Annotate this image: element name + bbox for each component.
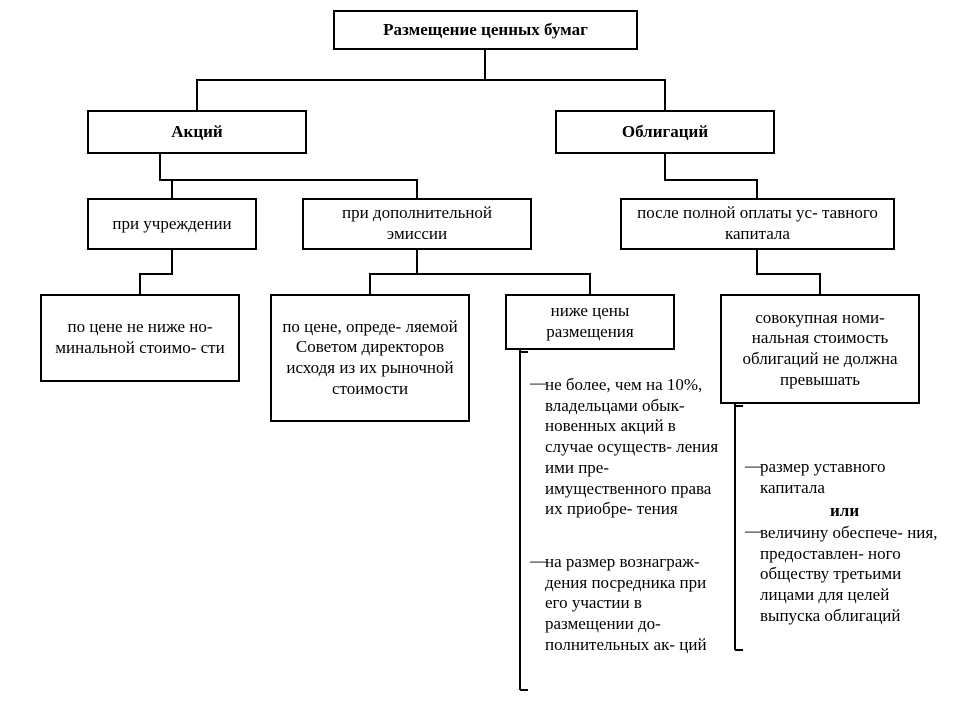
- text-aggnom-item-2-label: величину обеспече- ния, предоставлен- но…: [760, 523, 937, 625]
- node-below: ниже цены размещения: [505, 294, 675, 350]
- node-nominal: по цене не ниже но- минальной стоимо- ст…: [40, 294, 240, 382]
- node-bonds-label: Облигаций: [622, 122, 708, 143]
- node-shares: Акций: [87, 110, 307, 154]
- dash-icon: —: [530, 551, 547, 571]
- text-aggnom-item-2: величину обеспече- ния, предоставлен- но…: [760, 523, 940, 627]
- node-below-label: ниже цены размещения: [517, 301, 663, 342]
- node-shares-label: Акций: [171, 122, 222, 143]
- dash-icon: —: [745, 456, 762, 476]
- node-addemit-label: при дополнительной эмиссии: [314, 203, 520, 244]
- node-council-label: по цене, опреде- ляемой Советом директор…: [282, 317, 458, 400]
- node-addemit: при дополнительной эмиссии: [302, 198, 532, 250]
- text-below-item-1-label: не более, чем на 10%, владельцами обык- …: [545, 375, 718, 518]
- dash-icon: —: [530, 373, 547, 393]
- node-aggnom-label: совокупная номи- нальная стоимость облиг…: [732, 308, 908, 391]
- node-root-label: Размещение ценных бумаг: [383, 20, 588, 41]
- node-bonds: Облигаций: [555, 110, 775, 154]
- node-found: при учреждении: [87, 198, 257, 250]
- node-afterpay-label: после полной оплаты ус- тавного капитала: [632, 203, 883, 244]
- node-afterpay: после полной оплаты ус- тавного капитала: [620, 198, 895, 250]
- node-council: по цене, опреде- ляемой Советом директор…: [270, 294, 470, 422]
- node-found-label: при учреждении: [112, 214, 231, 235]
- text-below-item-1: не более, чем на 10%, владельцами обык- …: [545, 375, 720, 520]
- node-aggnom: совокупная номи- нальная стоимость облиг…: [720, 294, 920, 404]
- text-or-label: или: [830, 501, 859, 520]
- text-below-item-2-label: на размер вознаграж- дения посредника пр…: [545, 552, 707, 654]
- node-root: Размещение ценных бумаг: [333, 10, 638, 50]
- text-aggnom-item-1-label: размер уставного капитала: [760, 457, 885, 497]
- text-or: или: [830, 501, 890, 522]
- text-aggnom-item-1: размер уставного капитала: [760, 457, 935, 498]
- node-nominal-label: по цене не ниже но- минальной стоимо- ст…: [52, 317, 228, 358]
- text-below-item-2: на размер вознаграж- дения посредника пр…: [545, 552, 730, 656]
- dash-icon: —: [745, 521, 762, 541]
